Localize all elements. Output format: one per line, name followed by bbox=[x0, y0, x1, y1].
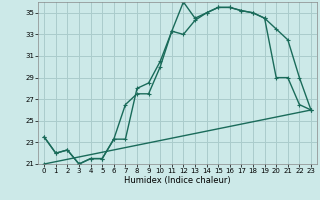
X-axis label: Humidex (Indice chaleur): Humidex (Indice chaleur) bbox=[124, 176, 231, 185]
